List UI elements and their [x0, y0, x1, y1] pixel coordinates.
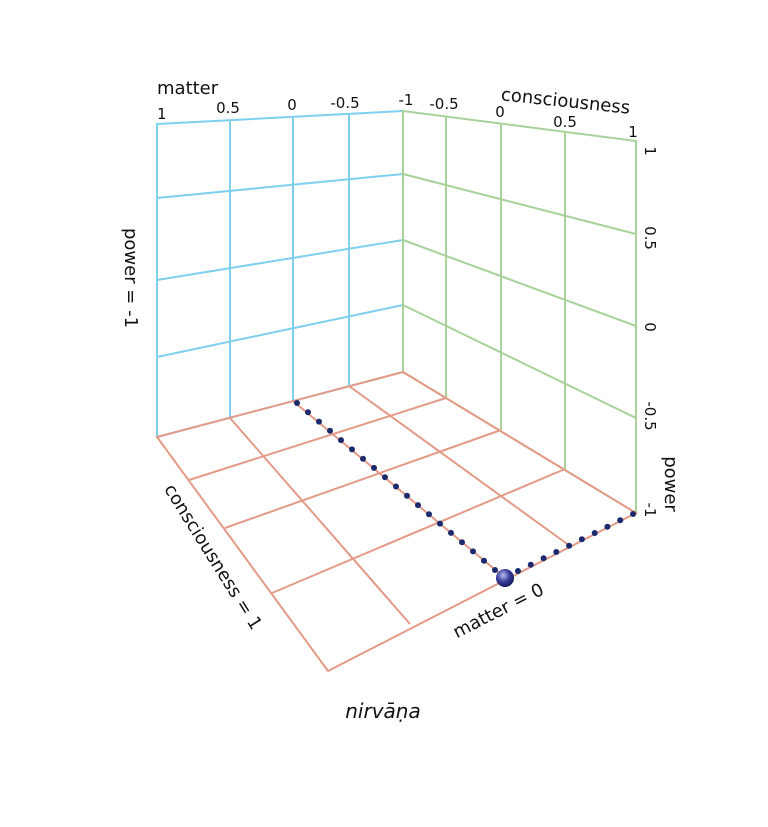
path-dot [630, 511, 636, 517]
path-dot [415, 502, 421, 509]
matter-tick: -0.5 [330, 94, 359, 112]
path-dot [617, 517, 624, 524]
power-wall-label: power = -1 [120, 228, 141, 328]
matter-tick: 0 [287, 96, 297, 114]
consciousness-wall-hline [402, 173, 637, 235]
consciousness-tick: -0.5 [429, 95, 458, 113]
path-dot [349, 446, 355, 453]
matter-wall-hline [156, 304, 404, 358]
matter-tick: 0.5 [216, 99, 240, 117]
path-dot [437, 520, 443, 527]
consciousness-tick: 1 [628, 123, 638, 141]
floor-line [188, 397, 447, 481]
path-dot [578, 536, 585, 543]
floor-line [348, 385, 571, 547]
path-dot [604, 523, 611, 530]
path-dot [566, 542, 573, 549]
path-dot [426, 511, 432, 518]
path-dot [327, 427, 333, 434]
path-dot [360, 455, 366, 462]
path-dot [481, 557, 487, 564]
matter-tick: 1 [157, 105, 167, 123]
path-dot [492, 567, 498, 573]
path-dot [470, 548, 476, 555]
power-tick: 0 [641, 322, 659, 332]
power-tick: -1 [641, 503, 659, 518]
path-dot [316, 418, 322, 425]
path-dot [305, 409, 311, 416]
consciousness-edge-label: consciousness = 1 [159, 480, 266, 633]
path-dot [591, 530, 598, 536]
path-dot [515, 568, 521, 574]
floor-line [224, 429, 502, 529]
path-dot [338, 437, 344, 444]
floor-frame [155, 370, 639, 673]
consciousness-tick: 0.5 [553, 113, 577, 131]
consciousness-wall-hline [402, 304, 637, 419]
matter-edge-label: matter = 0 [450, 579, 548, 643]
path-dot [371, 464, 377, 471]
path-dot [540, 555, 547, 562]
power-tick: 1 [641, 146, 659, 156]
matter-wall-hline [156, 173, 404, 199]
matter-wall-hline [156, 239, 404, 281]
path-dot [527, 561, 534, 568]
path-dot [393, 483, 399, 490]
path-dot [294, 400, 300, 406]
path-dot [404, 492, 410, 499]
nirvana-caption: nirvāṇa [345, 699, 420, 723]
consciousness-wall-hline [402, 239, 637, 327]
floor-line [271, 468, 566, 594]
power-tick: 0.5 [641, 226, 659, 250]
nirvana-point-marker [496, 569, 514, 587]
path-dot [553, 549, 560, 555]
floor-line [229, 417, 411, 625]
path-dot [459, 539, 465, 546]
consciousness-tick: 0 [495, 103, 505, 121]
power-tick: -0.5 [641, 401, 659, 430]
path-dot [448, 529, 454, 536]
matter-tick: -1 [399, 91, 414, 109]
path-dot [382, 474, 388, 481]
matter-wall-grid [156, 109, 404, 439]
matter-axis-label: matter [157, 78, 219, 99]
dotted-path [294, 400, 636, 574]
power-axis-label: power [660, 456, 681, 512]
